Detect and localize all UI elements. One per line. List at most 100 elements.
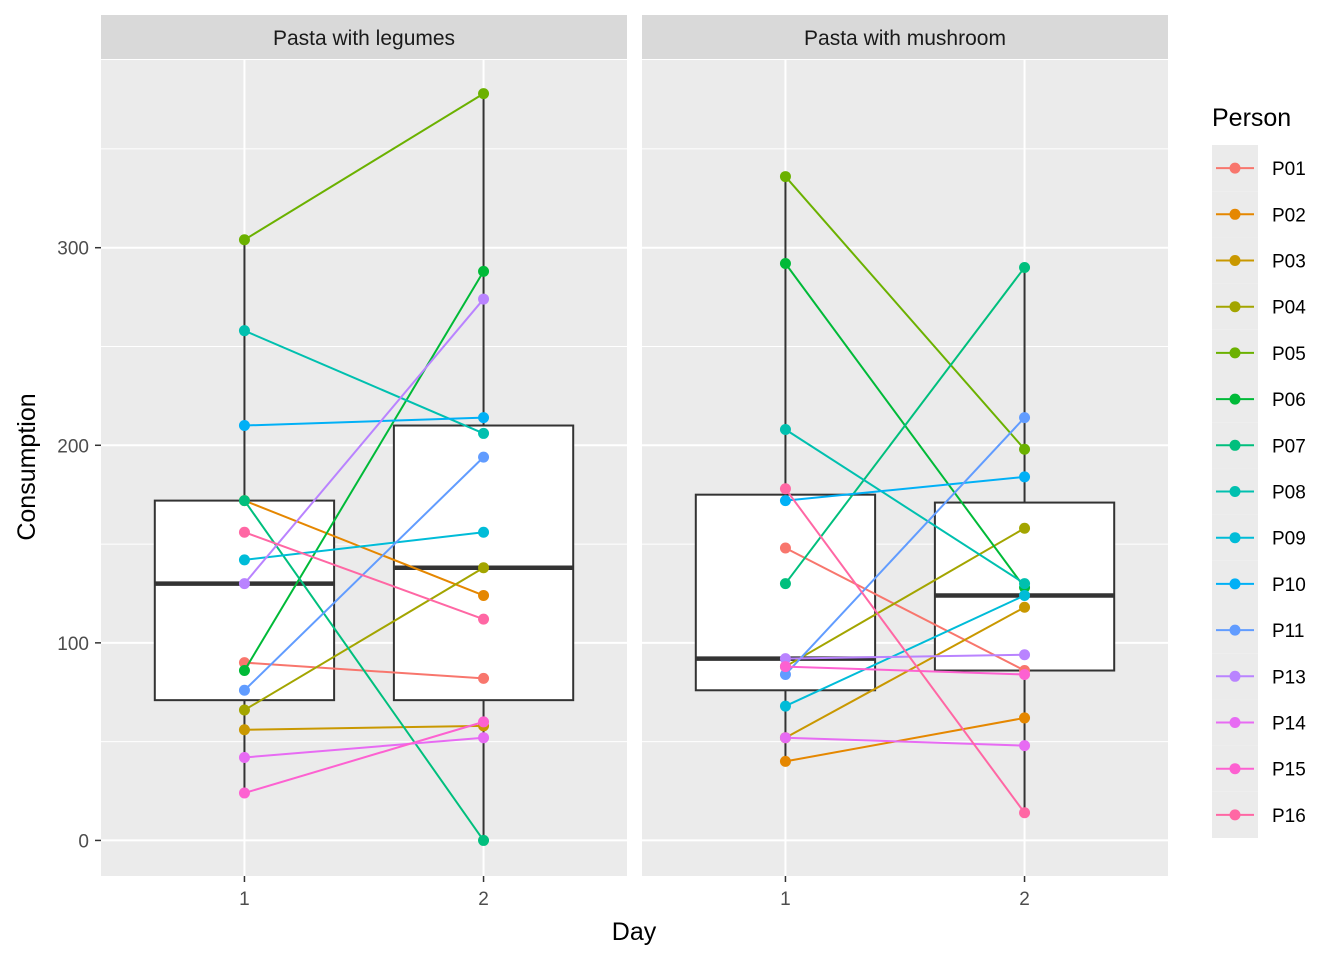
series-line	[244, 499, 484, 597]
data-point	[1019, 649, 1031, 661]
data-point	[478, 451, 490, 463]
data-point	[779, 258, 791, 270]
legend-item: P02	[1212, 191, 1306, 238]
series-line	[244, 329, 484, 435]
series-p11	[238, 451, 490, 696]
series-p15	[779, 661, 1031, 680]
data-point	[779, 578, 791, 590]
legend-item: P06	[1212, 376, 1306, 423]
legend-title: Person	[1212, 104, 1291, 132]
legend-label: P02	[1272, 205, 1306, 226]
legend-item: P05	[1212, 329, 1306, 376]
series-line	[244, 531, 484, 561]
series-p02	[779, 712, 1031, 767]
legend-key-point	[1229, 578, 1241, 590]
legend-label: P10	[1272, 575, 1306, 596]
data-point	[779, 661, 791, 673]
series-line	[785, 716, 1025, 763]
data-point	[1019, 740, 1031, 752]
legend-key-point	[1229, 208, 1241, 220]
legend-label: P11	[1272, 621, 1304, 642]
series-line	[243, 566, 485, 711]
legend-item: P03	[1212, 237, 1306, 284]
data-point	[1019, 712, 1031, 724]
legend-key-point	[1229, 301, 1241, 313]
data-point	[478, 265, 490, 277]
facet-panel: Pasta with mushroom	[642, 15, 1168, 876]
series-line	[784, 547, 1026, 672]
data-point	[1019, 261, 1031, 273]
series-line	[785, 475, 1025, 502]
data-point	[478, 427, 490, 439]
data-point	[238, 704, 250, 716]
data-point	[238, 684, 250, 696]
y-tick-label: 300	[57, 239, 89, 260]
series-line	[784, 488, 1026, 814]
legend-label: P15	[1272, 760, 1306, 781]
data-point	[478, 834, 490, 846]
y-axis-title: Consumption	[13, 393, 41, 540]
y-tick-label: 0	[78, 831, 89, 852]
data-point	[779, 668, 791, 680]
data-point	[478, 88, 490, 100]
data-point	[1019, 578, 1031, 590]
x-tick-label: 1	[239, 889, 250, 910]
series-p08	[779, 423, 1031, 590]
legend-item: P09	[1212, 514, 1306, 561]
legend-item: P13	[1212, 653, 1306, 700]
series-line	[244, 720, 484, 794]
x-tick-label: 1	[780, 889, 791, 910]
data-point	[478, 589, 490, 601]
series-line	[785, 665, 1025, 676]
legend-key-point	[1229, 670, 1241, 682]
legend-item: P14	[1212, 699, 1306, 746]
series-p07	[238, 495, 490, 846]
series-line	[784, 428, 1026, 585]
series-line	[784, 527, 1026, 668]
legend-item: P11	[1212, 607, 1304, 654]
data-point	[238, 578, 250, 590]
data-point	[1019, 443, 1031, 455]
data-point	[238, 234, 250, 246]
data-point	[238, 325, 250, 337]
facet-strip-label: Pasta with mushroom	[804, 27, 1006, 50]
legend-key-point	[1229, 439, 1241, 451]
data-point	[478, 716, 490, 728]
legend-label: P03	[1272, 252, 1306, 273]
series-p08	[238, 325, 490, 439]
data-point	[238, 554, 250, 566]
legend-key-point	[1229, 162, 1241, 174]
data-point	[478, 412, 490, 424]
data-point	[478, 526, 490, 538]
legend-key-point	[1229, 624, 1241, 636]
facet-strip-label: Pasta with legumes	[273, 27, 455, 50]
series-p16	[238, 526, 490, 625]
series-p10	[238, 412, 490, 432]
legend-label: P01	[1272, 159, 1306, 180]
legend-label: P08	[1272, 483, 1306, 504]
series-line	[243, 92, 485, 241]
legend-item: P10	[1212, 560, 1306, 607]
series-line	[244, 724, 484, 731]
data-point	[238, 526, 250, 538]
series-p04	[238, 562, 490, 716]
data-point	[1019, 589, 1031, 601]
data-point	[238, 724, 250, 736]
legend-label: P07	[1272, 436, 1306, 457]
series-line	[784, 266, 1026, 585]
legend-item: P15	[1212, 745, 1306, 792]
series-p11	[779, 412, 1031, 680]
series-line	[244, 531, 484, 621]
legend-key-point	[1229, 717, 1241, 728]
series-p09	[238, 526, 490, 566]
legend-label: P16	[1272, 806, 1306, 827]
data-point	[779, 495, 791, 507]
series-line	[785, 653, 1025, 660]
data-point	[779, 171, 791, 183]
legend-item: P08	[1212, 468, 1306, 515]
legend-key-point	[1229, 255, 1241, 266]
series-line	[244, 416, 484, 427]
facet-strip	[642, 15, 1168, 59]
series-line	[785, 736, 1025, 747]
